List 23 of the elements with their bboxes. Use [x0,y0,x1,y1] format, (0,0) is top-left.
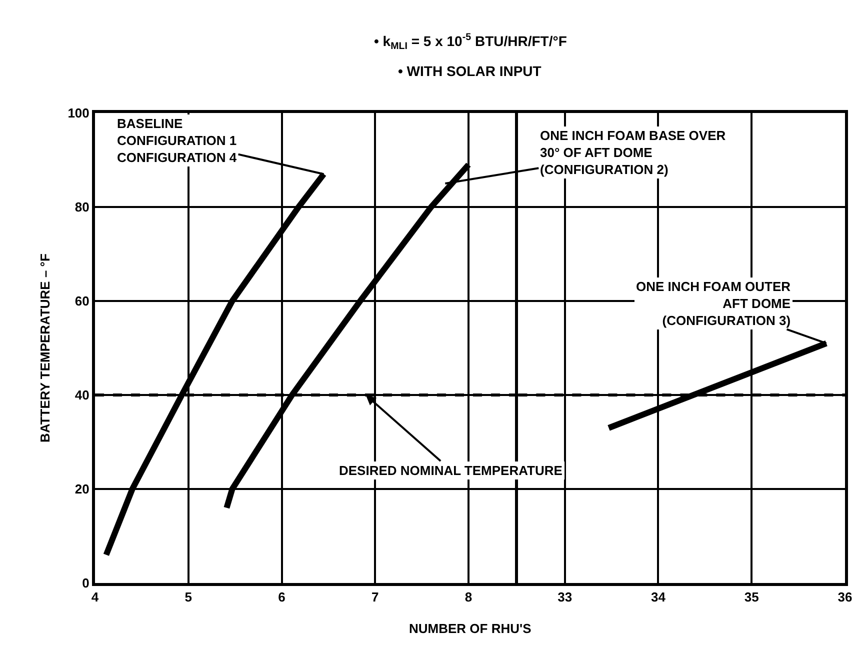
x-tick-label: 33 [558,590,572,605]
x-tick-label: 6 [278,590,286,605]
x-tick-label: 34 [651,590,666,605]
y-tick-label: 80 [74,200,90,215]
x-tick-label: 36 [838,590,852,605]
annotation: ONE INCH FOAM BASE OVER 30° OF AFT DOME (CONFIGURATION 2) [540,128,726,177]
x-tick-label: 8 [464,590,472,605]
y-tick-label: 40 [74,388,90,403]
y-tick-label: 60 [74,294,90,309]
chart-title: • k$_{MLI}$ = 5 x 10$^{-5}$ BTU/HR/FT/°F [374,32,568,52]
y-tick-label: 0 [82,576,90,591]
x-tick-label: 4 [91,590,100,605]
annotation: ONE INCH FOAM OUTER AFT DOME (CONFIGURATION 3) [636,279,792,328]
x-tick-label: 5 [184,590,192,605]
y-axis-title: BATTERY TEMPERATURE – °F [38,254,53,442]
y-tick-label: 20 [74,482,90,497]
annotation: DESIRED NOMINAL TEMPERATURE [339,463,563,478]
y-tick-label: 100 [68,106,90,121]
x-axis-title: NUMBER OF RHU'S [409,621,532,636]
annotation: BASELINE CONFIGURATION 1 CONFIGURATION 4 [117,116,238,165]
x-tick-label: 35 [744,590,759,605]
chart-subtitle: • WITH SOLAR INPUT [398,63,542,79]
x-tick-label: 7 [372,590,379,605]
